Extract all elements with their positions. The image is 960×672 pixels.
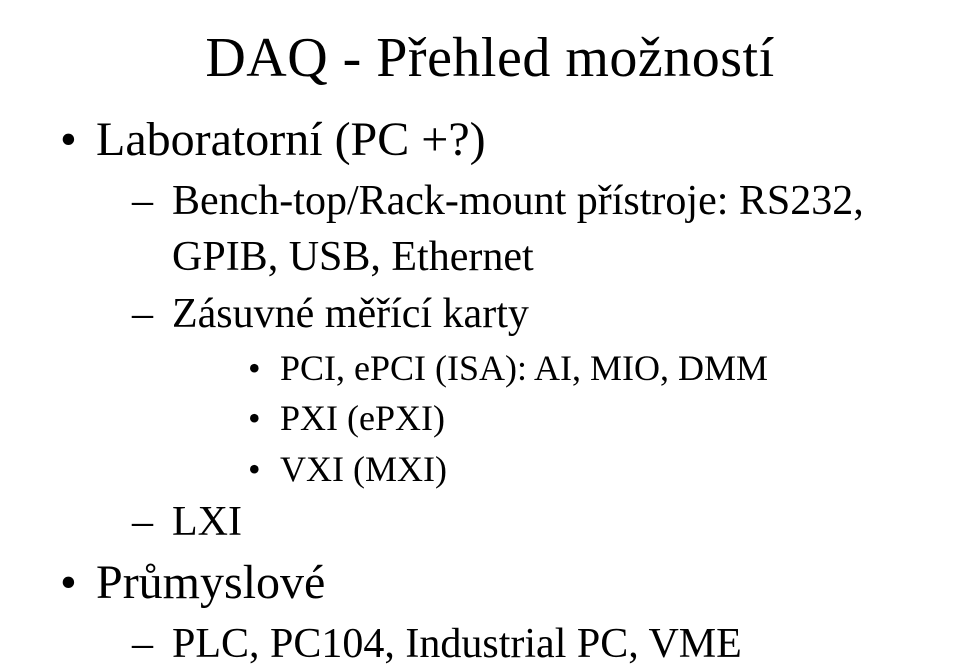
lvl2-label: Zásuvné měřící karty <box>172 291 529 337</box>
lvl3-item: PCI, ePCI (ISA): AI, MIO, DMM <box>248 343 920 393</box>
lvl2-label: Bench-top/Rack-mount přístroje: RS232, G… <box>172 178 864 281</box>
slide: DAQ - Přehled možností Laboratorní (PC +… <box>0 0 960 647</box>
lvl2-item: Zásuvné měřící karty PCI, ePCI (ISA): AI… <box>132 286 920 494</box>
bullet-list-lvl3: PCI, ePCI (ISA): AI, MIO, DMM PXI (ePXI)… <box>172 343 920 494</box>
lvl1-item: Laboratorní (PC +?) Bench-top/Rack-mount… <box>60 108 920 551</box>
lvl1-item: Průmyslové PLC, PC104, Industrial PC, VM… <box>60 551 920 672</box>
lvl1-label: Průmyslové <box>96 556 325 609</box>
lvl1-label: Laboratorní (PC +?) <box>96 113 486 166</box>
lvl2-label: LXI <box>172 499 242 545</box>
bullet-list-lvl1: Laboratorní (PC +?) Bench-top/Rack-mount… <box>60 108 920 672</box>
lvl3-label: PXI (ePXI) <box>280 398 445 438</box>
bullet-list-lvl2: Bench-top/Rack-mount přístroje: RS232, G… <box>96 173 920 551</box>
lvl3-item: PXI (ePXI) <box>248 393 920 443</box>
lvl3-item: VXI (MXI) <box>248 444 920 494</box>
lvl2-item: LXI <box>132 494 920 551</box>
lvl2-item: PLC, PC104, Industrial PC, VME <box>132 616 920 672</box>
slide-title: DAQ - Přehled možností <box>60 26 920 90</box>
lvl2-label: PLC, PC104, Industrial PC, VME <box>172 621 742 667</box>
bullet-list-lvl2: PLC, PC104, Industrial PC, VME <box>96 616 920 672</box>
lvl2-item: Bench-top/Rack-mount přístroje: RS232, G… <box>132 173 920 286</box>
lvl3-label: PCI, ePCI (ISA): AI, MIO, DMM <box>280 348 768 388</box>
lvl3-label: VXI (MXI) <box>280 449 447 489</box>
